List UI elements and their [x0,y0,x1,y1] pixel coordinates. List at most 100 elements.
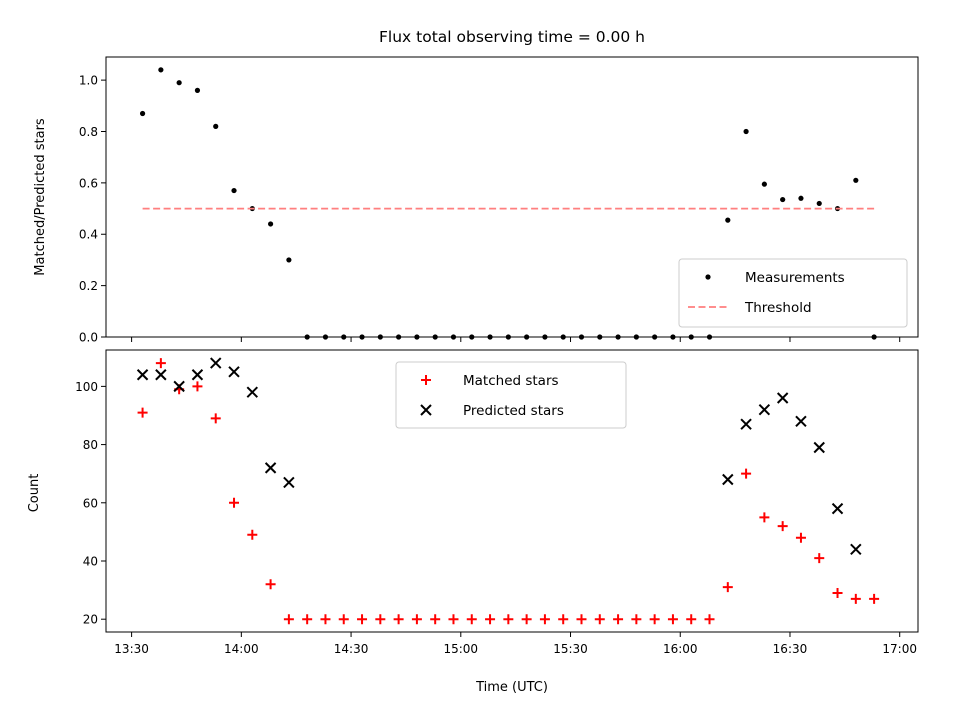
y-tick-label: 80 [83,438,98,452]
legend-marker-measurements [705,274,711,280]
ratio-panel: 0.0 0.2 0.4 0.6 0.8 1.0 [79,56,919,345]
measurement-point [633,334,639,340]
matched-star-point [229,497,240,508]
predicted-star-point [740,418,752,430]
y-tick-label: 40 [83,554,98,568]
y-tick-label: 0.4 [79,228,98,242]
measurement-point [542,334,548,340]
matched-star-point [850,593,861,604]
series-layer [136,357,880,625]
x-tick-label: 14:30 [334,642,369,656]
x-tick-label: 16:30 [773,642,808,656]
measurement-point [213,123,219,129]
measurement-point [780,196,786,203]
y-tick-label: 0.2 [79,279,98,293]
matched-star-point [777,521,788,532]
predicted-star-point [283,476,295,489]
chart-title: Flux total observing time = 0.00 h [379,28,645,46]
measurement-point [670,334,676,340]
predicted-star-point [264,462,277,474]
predicted-star-point [850,543,862,556]
matched-star-point [485,614,496,625]
matched-star-point [869,593,880,604]
predicted-star-point [155,369,167,381]
measurement-point [139,110,146,117]
measurement-point [871,334,877,340]
measurement-point [578,334,585,340]
matched-star-point [503,614,514,625]
measurement-point [414,334,420,340]
x-tick-label: 13:30 [114,642,149,656]
measurement-point [396,334,402,340]
matched-star-point [265,579,276,590]
measurement-point [853,177,859,183]
predicted-star-point [173,380,185,393]
measurement-point [706,334,713,340]
measurement-point [505,334,511,340]
measurement-point [816,200,822,207]
matched-star-point [302,614,313,625]
measurement-point [158,67,164,73]
y-tick-label: 0.8 [79,125,98,139]
predicted-star-point [758,403,771,416]
measurement-point [322,334,329,340]
matched-star-point [320,614,331,625]
measurement-point [450,334,457,340]
matched-star-point [430,614,441,625]
y-tick-label: 60 [83,496,98,510]
matched-star-point [375,614,386,625]
matched-star-point [466,614,477,625]
predicted-star-point [831,502,844,515]
matched-star-point [722,582,733,593]
matched-star-point [649,614,660,625]
predicted-star-point [246,386,259,398]
y-tick-label: 0.0 [79,331,98,345]
matched-star-point [155,358,166,369]
measurement-point [359,334,365,340]
measurement-point [761,181,767,187]
measurement-point [725,217,731,223]
measurement-point [597,334,603,340]
measurement-point [560,334,566,340]
predicted-star-point [210,357,222,369]
legend-marker-predicted [420,404,432,416]
axes-frame [105,56,919,338]
measurement-point [652,334,658,340]
matched-star-point [759,512,770,523]
measurement-point [688,334,694,340]
matched-star-point [393,614,404,625]
matched-star-point [704,614,715,625]
predicted-star-point [795,415,807,428]
matched-star-point [448,614,459,625]
matched-star-point [741,468,752,479]
matched-star-point [283,614,294,625]
matched-star-point [667,614,678,625]
legend-label-matched: Matched stars [463,373,559,389]
predicted-star-point [228,366,240,378]
x-tick-label: 17:00 [882,642,917,656]
x-tick-label: 15:00 [443,642,478,656]
measurement-point [432,334,438,340]
y-tick-label: 20 [83,613,98,627]
measurement-point [176,80,182,86]
predicted-star-point [191,369,204,381]
bottom-legend: Matched stars Predicted stars [395,361,627,429]
legend-marker-matched [421,375,431,385]
measurement-point [231,187,237,194]
legend-label-threshold: Threshold [744,300,812,316]
matched-star-point [411,614,422,625]
legend-box [395,361,627,429]
bottom-ylabel: Count [27,474,42,513]
predicted-star-point [776,392,789,404]
legend-box [678,258,908,328]
measurement-point [304,334,310,340]
matched-star-point [357,614,368,625]
matched-star-point [832,588,843,599]
matched-star-point [814,553,825,564]
measurement-point [743,128,749,135]
matched-star-point [576,614,587,625]
matched-star-point [539,614,550,625]
x-tick-label: 15:30 [553,642,588,656]
